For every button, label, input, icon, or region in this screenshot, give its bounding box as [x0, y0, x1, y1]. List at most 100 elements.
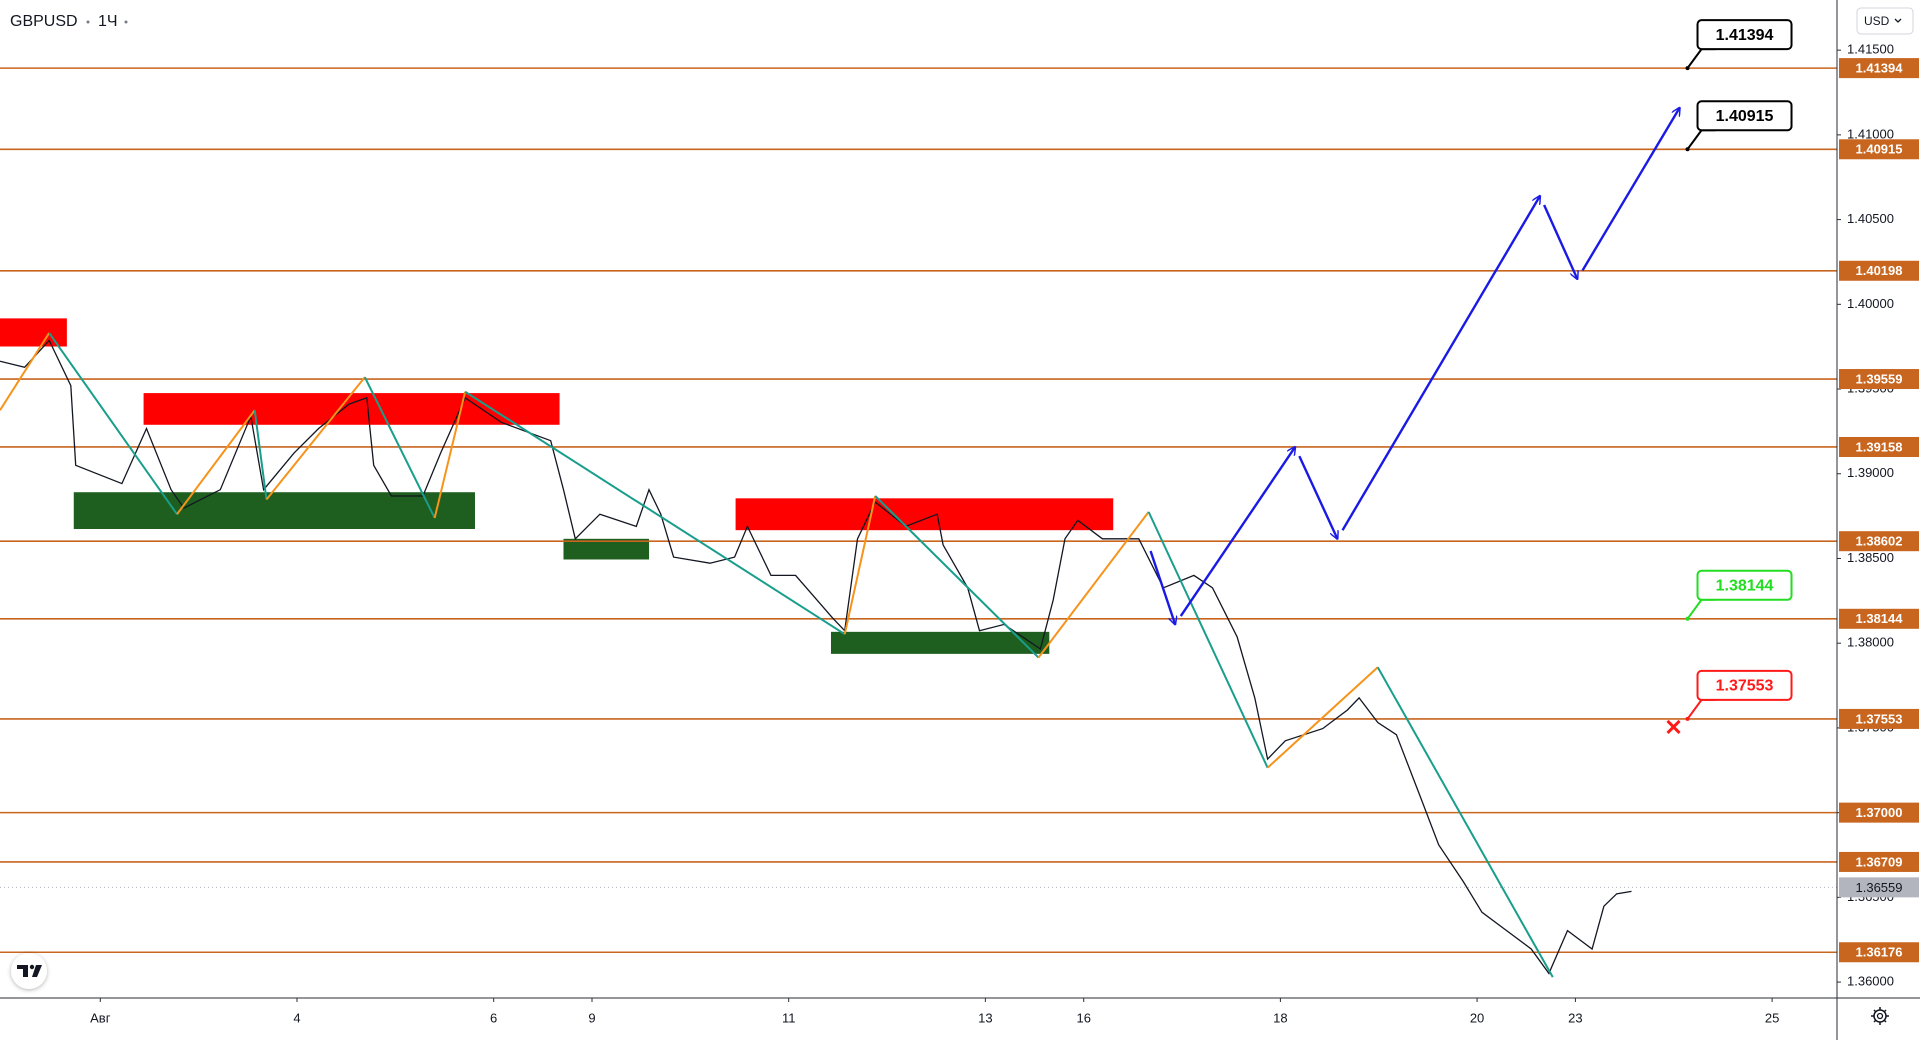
zone [735, 498, 1114, 531]
callout-label: 1.37553 [1716, 678, 1774, 695]
currency-button-box[interactable] [1856, 7, 1914, 35]
gear-hub[interactable] [1876, 1012, 1884, 1020]
forecast-arrow [1298, 455, 1337, 539]
logo-mark[interactable] [32, 965, 42, 977]
callout-box [1696, 100, 1793, 132]
level-label: 1.40915 [1856, 142, 1903, 157]
level-badge [1839, 369, 1919, 390]
x-tick-label: 23 [1568, 1010, 1582, 1025]
level-label: 1.41394 [1856, 61, 1904, 76]
cancel-mark [1666, 719, 1681, 734]
x-tick-label: 13 [978, 1010, 992, 1025]
level-label: 1.38144 [1856, 611, 1904, 626]
interval: 1Ч [98, 13, 118, 30]
level-label: 1.39559 [1856, 371, 1903, 386]
level-badge [1839, 708, 1919, 729]
y-tick-label: 1.40500 [1847, 211, 1894, 226]
symbol-title: GBPUSD [10, 13, 78, 30]
zigzag-down [253, 410, 268, 500]
y-tick-label: 1.36000 [1847, 974, 1894, 989]
x-tick-label: 16 [1076, 1010, 1090, 1025]
callout-label: 1.41394 [1716, 27, 1774, 44]
level-badge [1839, 58, 1919, 79]
zigzag-up [265, 376, 366, 501]
callout-anchor [1685, 147, 1690, 152]
callout-box [1696, 669, 1793, 701]
tv-logo[interactable] [11, 953, 47, 989]
current-price-badge [1839, 877, 1919, 898]
level-badge [1839, 851, 1919, 872]
current-price-label: 1.36559 [1856, 880, 1903, 895]
level-label: 1.36176 [1856, 945, 1903, 960]
logo-dot[interactable] [29, 964, 35, 970]
callout-anchor [1685, 66, 1690, 71]
zigzag-down [464, 390, 846, 636]
level-badge [1839, 531, 1919, 552]
currency-label[interactable]: USD [1864, 14, 1890, 28]
callout-box [1696, 19, 1793, 51]
logo-mark[interactable] [17, 965, 28, 977]
level-badge [1839, 802, 1919, 823]
settings-button[interactable] [1871, 1007, 1889, 1025]
level-label: 1.40198 [1856, 263, 1903, 278]
zigzag-down [874, 495, 1040, 659]
plot-area: 1.41394 1.40915 1.38144 1.37553 [0, 19, 1837, 978]
x-tick-label: 18 [1273, 1010, 1287, 1025]
x-tick-label: 25 [1765, 1010, 1779, 1025]
level-label: 1.38602 [1856, 534, 1903, 549]
zigzag-up [1266, 666, 1379, 769]
chevron[interactable] [1894, 18, 1902, 23]
callout-anchor [1685, 616, 1690, 621]
currency-button[interactable]: USD [1856, 7, 1914, 35]
zone [563, 538, 650, 560]
forecast-arrow [1149, 550, 1176, 624]
zone [830, 631, 1050, 654]
y-tick-label: 1.41500 [1847, 42, 1894, 57]
price-line [0, 339, 1632, 975]
callout-box [1696, 569, 1793, 601]
x-tick-label: 20 [1470, 1010, 1484, 1025]
separator-dot [86, 20, 90, 24]
level-badge [1839, 436, 1919, 457]
forecast-arrow [1341, 196, 1540, 531]
y-tick-label: 1.38500 [1847, 550, 1894, 565]
gear-teeth[interactable] [1871, 1007, 1889, 1025]
zigzag-up [433, 391, 467, 519]
axes: 1.360001.365001.370001.375001.380001.385… [90, 42, 1919, 1025]
zigzag-up [0, 332, 51, 411]
level-badge [1839, 608, 1919, 629]
zigzag-down [1376, 666, 1554, 978]
callout-label: 1.38144 [1716, 578, 1774, 595]
level-label: 1.36709 [1856, 854, 1903, 869]
zigzag-down [48, 332, 178, 515]
logo-circle[interactable] [11, 953, 47, 989]
forecast-arrow [1543, 204, 1577, 279]
x-tick-label: 4 [293, 1010, 300, 1025]
level-badge [1839, 260, 1919, 281]
zigzag-up [176, 409, 256, 515]
zigzag-down [1147, 511, 1269, 769]
y-tick-label: 1.40000 [1847, 296, 1894, 311]
level-badge [1839, 139, 1919, 160]
zigzag-down [363, 376, 436, 519]
y-tick-label: 1.38000 [1847, 635, 1894, 650]
x-tick-label: 9 [588, 1010, 595, 1025]
zigzag-up [1037, 511, 1150, 659]
forecast-arrow [1179, 447, 1295, 617]
y-tick-label: 1.41000 [1847, 126, 1894, 141]
separator-dot [124, 20, 128, 24]
level-label: 1.39158 [1856, 439, 1903, 454]
zone [73, 492, 475, 529]
level-badge [1839, 942, 1919, 963]
x-tick-label: Авг [90, 1010, 111, 1025]
y-tick-label: 1.39000 [1847, 465, 1894, 480]
callout-label: 1.40915 [1716, 108, 1774, 125]
zigzag-up [843, 495, 877, 635]
level-label: 1.37000 [1856, 805, 1903, 820]
x-tick-label: 6 [490, 1010, 497, 1025]
level-label: 1.37553 [1856, 711, 1903, 726]
x-tick-label: 11 [782, 1010, 796, 1025]
forecast-arrow [1581, 108, 1680, 272]
